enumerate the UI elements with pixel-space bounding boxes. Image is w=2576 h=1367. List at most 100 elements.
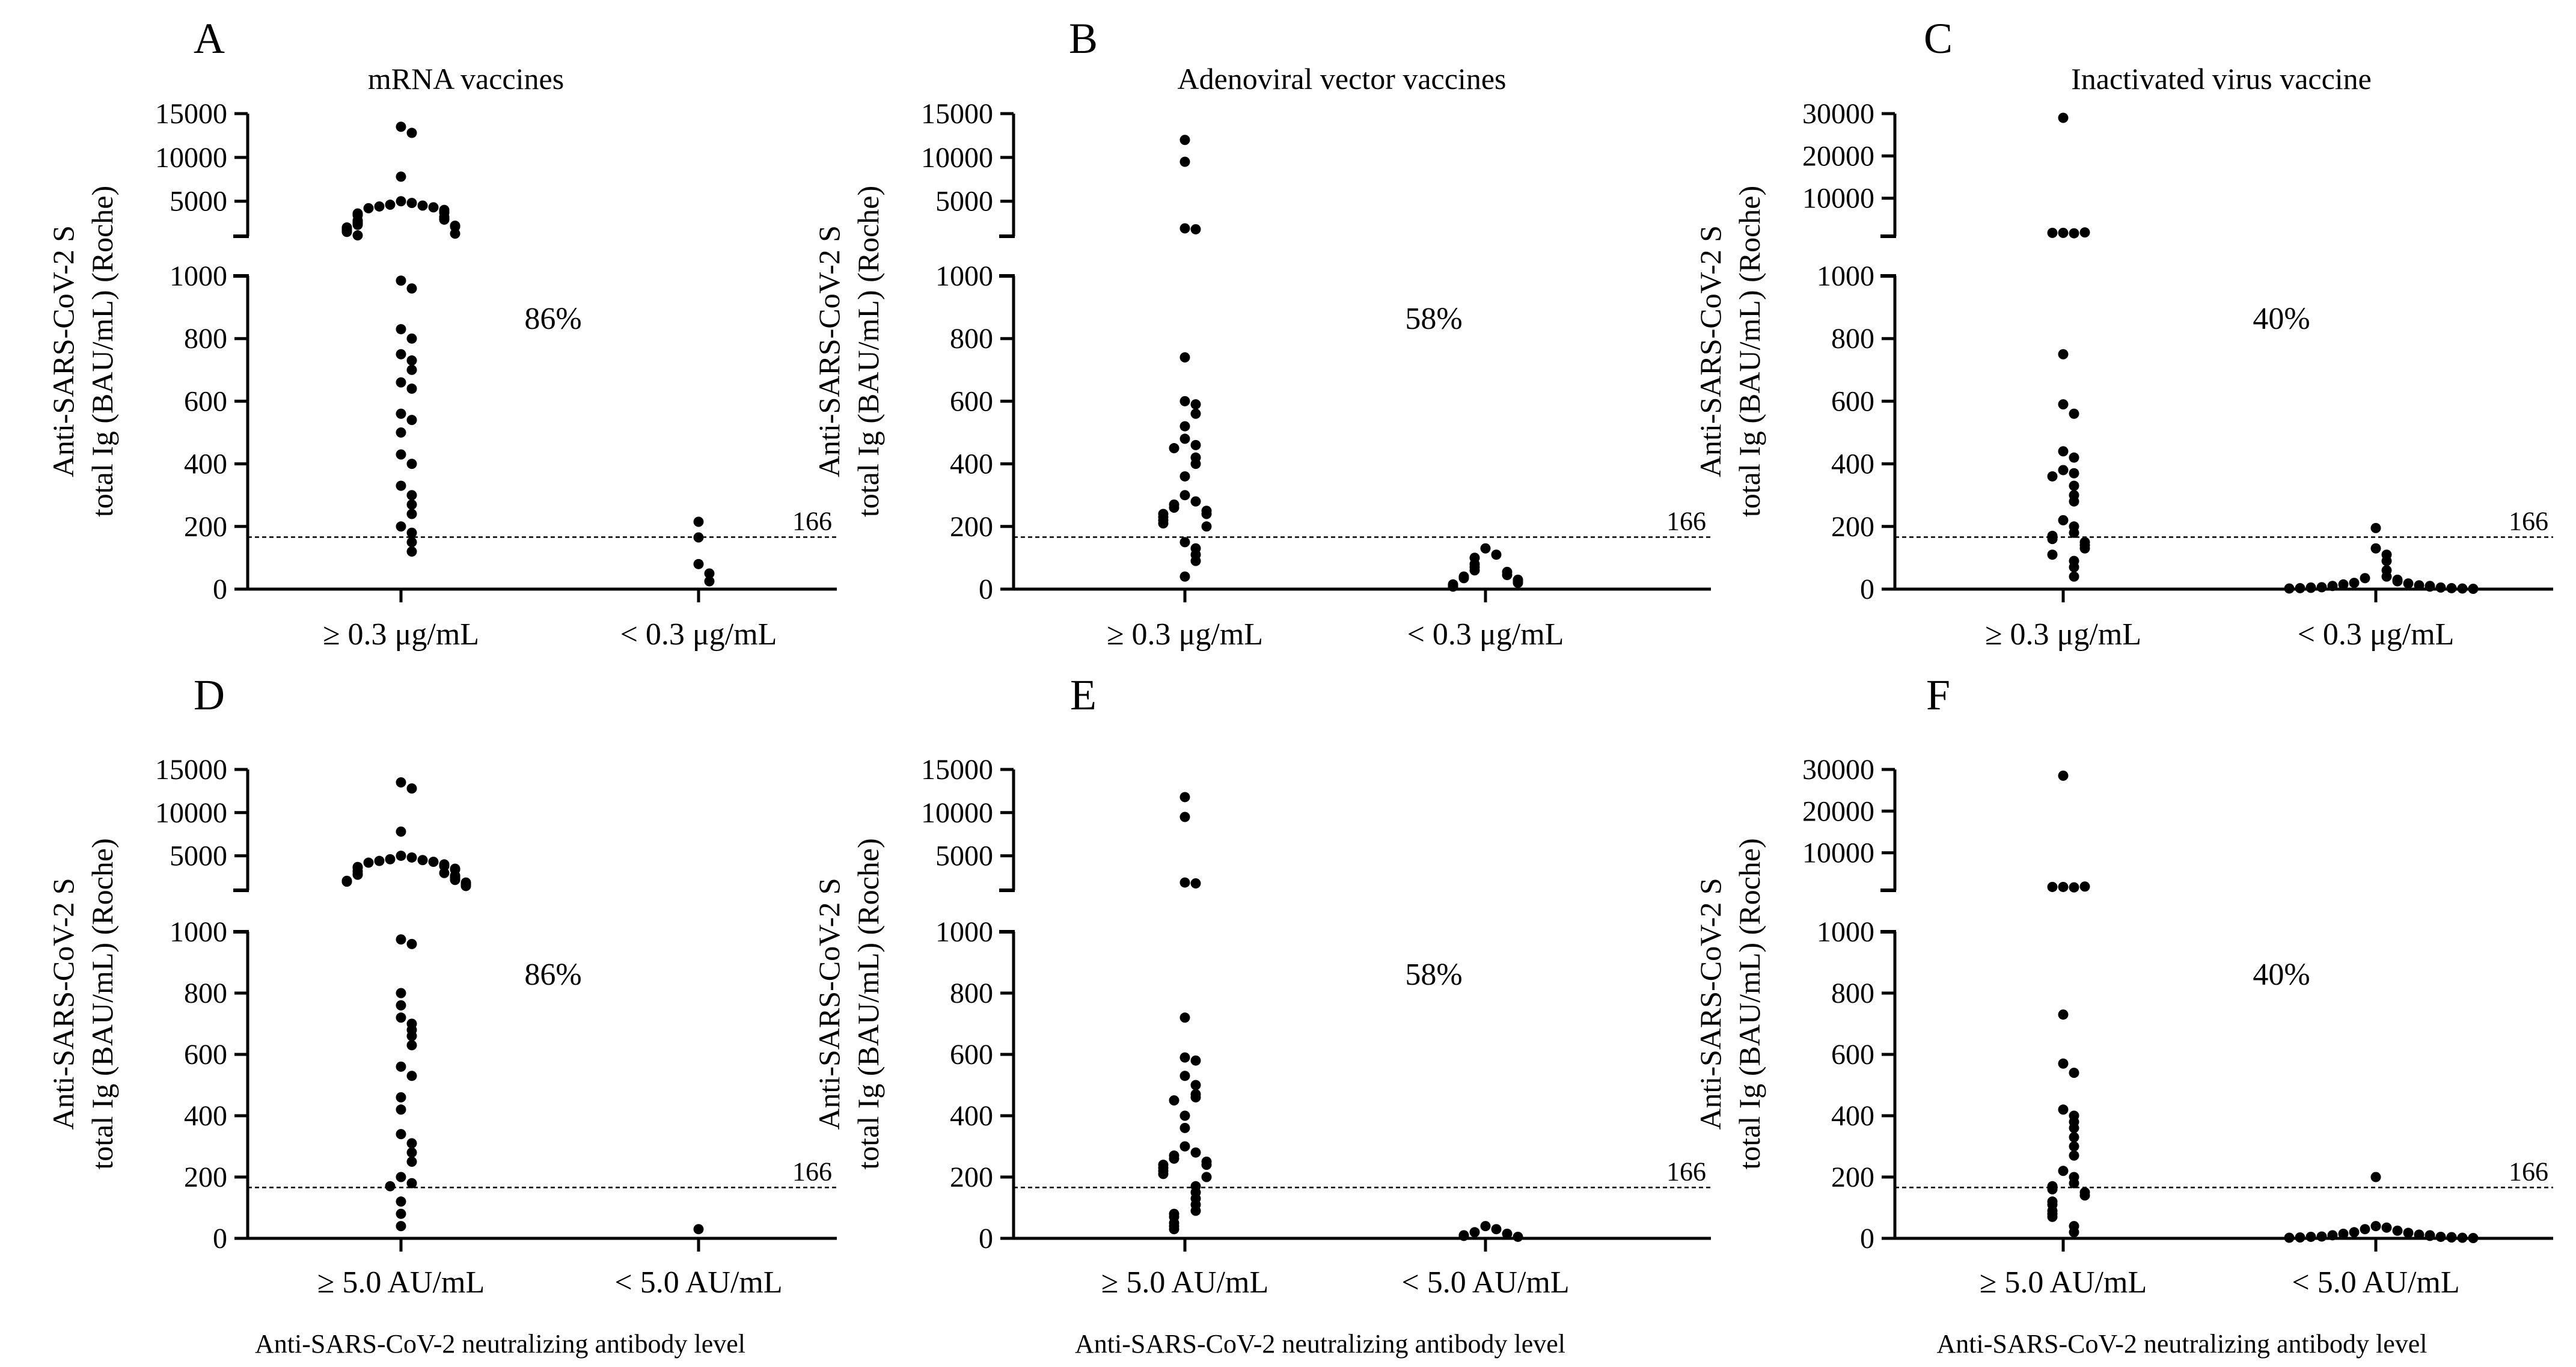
data-point — [1179, 1071, 1190, 1081]
data-point — [2047, 549, 2058, 560]
data-point — [1179, 1012, 1190, 1023]
y-tick-label: 1000 — [935, 916, 993, 948]
data-point — [1190, 408, 1201, 419]
data-point — [2047, 534, 2058, 545]
data-point — [2079, 227, 2090, 238]
y-tick-label: 15000 — [155, 754, 227, 786]
data-point — [1190, 1092, 1201, 1102]
data-point — [385, 200, 396, 210]
panel-letter: D — [194, 671, 225, 719]
y-tick-label: 15000 — [155, 98, 227, 130]
data-point — [396, 1092, 406, 1102]
data-point — [2370, 1172, 2381, 1182]
data-point — [1179, 537, 1190, 548]
data-point — [2069, 408, 2079, 419]
data-point — [2069, 496, 2079, 507]
x-category-label: ≥ 0.3 μg/mL — [1107, 617, 1263, 652]
y-axis-label-line1: Anti-SARS-CoV-2 S — [46, 225, 80, 477]
y-tick-label: 600 — [950, 385, 993, 417]
x-category-label: ≥ 5.0 AU/mL — [1101, 1265, 1268, 1300]
data-point — [2079, 881, 2090, 892]
data-point — [406, 415, 417, 426]
percent-label: 86% — [524, 302, 581, 336]
data-point — [2338, 579, 2349, 590]
data-point — [2069, 882, 2079, 893]
x-category-label: < 0.3 μg/mL — [2298, 617, 2455, 652]
panel-b: B Adenoviral vector vaccines Anti-SARS-CoV… — [812, 14, 1711, 652]
data-point — [363, 203, 374, 213]
y-axis-label-line1: Anti-SARS-CoV-2 S — [1693, 225, 1727, 477]
data-point — [1179, 135, 1190, 145]
data-point — [396, 171, 406, 182]
y-axis-label-line2: total Ig (BAU/mL) (Roche) — [851, 186, 885, 517]
data-point — [2069, 1068, 2079, 1078]
x-category-label: < 0.3 μg/mL — [1407, 617, 1564, 652]
data-point — [2058, 446, 2069, 457]
data-point — [1179, 433, 1190, 444]
y-tick-label: 200 — [1831, 1161, 1874, 1193]
data-point — [439, 214, 450, 225]
data-point — [1491, 549, 1502, 560]
y-tick-label: 5000 — [935, 840, 993, 872]
data-point — [2435, 1231, 2446, 1242]
x-category-label: ≥ 5.0 AU/mL — [1980, 1265, 2147, 1300]
data-point — [2058, 1166, 2069, 1176]
data-point — [2058, 515, 2069, 525]
data-point — [2058, 1104, 2069, 1115]
data-point — [1179, 1110, 1190, 1121]
y-tick-label: 200 — [184, 511, 227, 543]
data-point — [1201, 509, 1212, 519]
data-point — [396, 1196, 406, 1207]
data-point — [2058, 881, 2069, 892]
data-point — [396, 1000, 406, 1011]
data-point — [2305, 1231, 2316, 1242]
data-point — [406, 546, 417, 557]
data-point — [2349, 578, 2360, 589]
percent-label: 58% — [1405, 958, 1462, 992]
data-point — [1179, 396, 1190, 406]
y-tick-label: 5000 — [170, 840, 227, 872]
data-point — [2327, 1230, 2338, 1241]
data-point — [2468, 583, 2479, 594]
data-point — [406, 355, 417, 366]
panel-letter: E — [1070, 671, 1097, 719]
data-point — [396, 988, 406, 998]
data-point — [1179, 223, 1190, 234]
data-point — [1190, 439, 1201, 450]
data-point — [1502, 1228, 1513, 1239]
data-point — [1190, 399, 1201, 410]
y-tick-label: 600 — [184, 1039, 227, 1071]
data-point — [1158, 1169, 1169, 1179]
data-point — [406, 852, 417, 863]
cutoff-label: 166 — [1666, 1157, 1706, 1186]
data-point — [406, 1030, 417, 1041]
data-point — [2295, 583, 2305, 593]
data-point — [2403, 1228, 2414, 1238]
y-tick-label: 0 — [1860, 1223, 1874, 1255]
y-tick-label: 20000 — [1802, 795, 1874, 827]
data-point — [396, 934, 406, 945]
data-point — [2047, 227, 2058, 238]
data-point — [704, 576, 715, 587]
data-point — [363, 857, 374, 868]
data-point — [406, 364, 417, 375]
data-point — [2058, 1058, 2069, 1069]
data-point — [450, 228, 460, 239]
data-point — [396, 1061, 406, 1072]
y-axis-label-line2: total Ig (BAU/mL) (Roche) — [1733, 838, 1766, 1169]
data-point — [396, 1012, 406, 1023]
x-category-label: ≥ 5.0 AU/mL — [317, 1265, 485, 1300]
data-point — [450, 875, 460, 885]
data-point — [1169, 1095, 1179, 1106]
data-point — [2360, 1224, 2370, 1235]
data-point — [2295, 1232, 2305, 1243]
y-tick-label: 400 — [184, 1100, 227, 1132]
y-tick-label: 10000 — [155, 142, 227, 174]
data-point — [2446, 583, 2457, 593]
data-point — [1190, 878, 1201, 889]
data-point — [450, 221, 460, 232]
data-point — [1179, 490, 1190, 501]
x-axis-title: Anti-SARS-CoV-2 neutralizing antibody le… — [255, 1329, 745, 1359]
data-point — [2381, 555, 2392, 566]
